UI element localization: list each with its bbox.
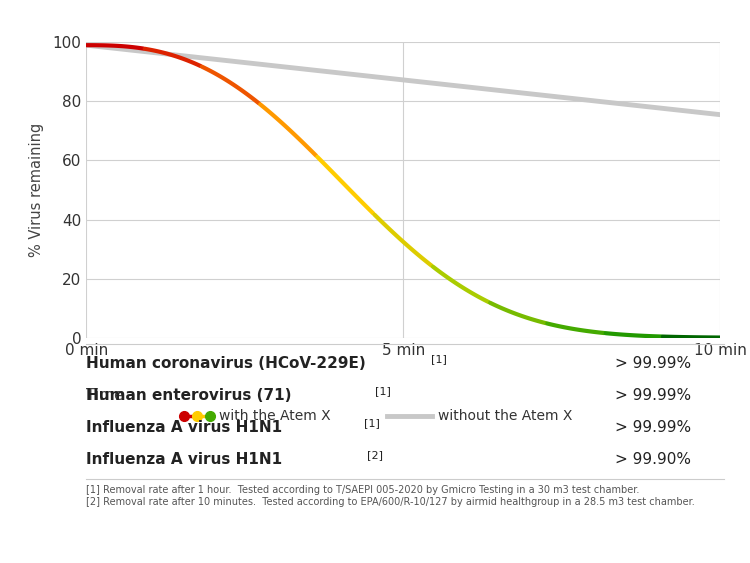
Text: > 99.90%: > 99.90% bbox=[615, 452, 691, 467]
Text: [1]: [1] bbox=[375, 386, 391, 396]
Y-axis label: % Virus remaining: % Virus remaining bbox=[29, 123, 44, 257]
Text: [1]: [1] bbox=[431, 354, 447, 364]
Text: [1]: [1] bbox=[364, 418, 380, 428]
Text: Human enterovirus (71): Human enterovirus (71) bbox=[86, 388, 297, 403]
Text: [2]: [2] bbox=[368, 450, 383, 460]
Text: > 99.99%: > 99.99% bbox=[615, 388, 692, 403]
Text: without the Atem X: without the Atem X bbox=[438, 409, 572, 423]
Text: Human coronavirus (HCoV-229E): Human coronavirus (HCoV-229E) bbox=[86, 356, 371, 370]
Text: > 99.99%: > 99.99% bbox=[615, 356, 692, 370]
Text: > 99.99%: > 99.99% bbox=[615, 420, 692, 435]
Text: Influenza A virus H1N1: Influenza A virus H1N1 bbox=[86, 452, 288, 467]
Text: [2] Removal rate after 10 minutes.  Tested according to EPA/600/R-10/127 by airm: [2] Removal rate after 10 minutes. Teste… bbox=[86, 497, 695, 507]
Text: Time: Time bbox=[86, 388, 124, 403]
Text: Virus removal rate: Virus removal rate bbox=[32, 0, 274, 4]
Text: with the Atem X: with the Atem X bbox=[219, 409, 331, 423]
Text: Influenza A virus H1N1: Influenza A virus H1N1 bbox=[86, 420, 282, 435]
Text: [1] Removal rate after 1 hour.  Tested according to T/SAEPI 005-2020 by Gmicro T: [1] Removal rate after 1 hour. Tested ac… bbox=[86, 485, 640, 495]
